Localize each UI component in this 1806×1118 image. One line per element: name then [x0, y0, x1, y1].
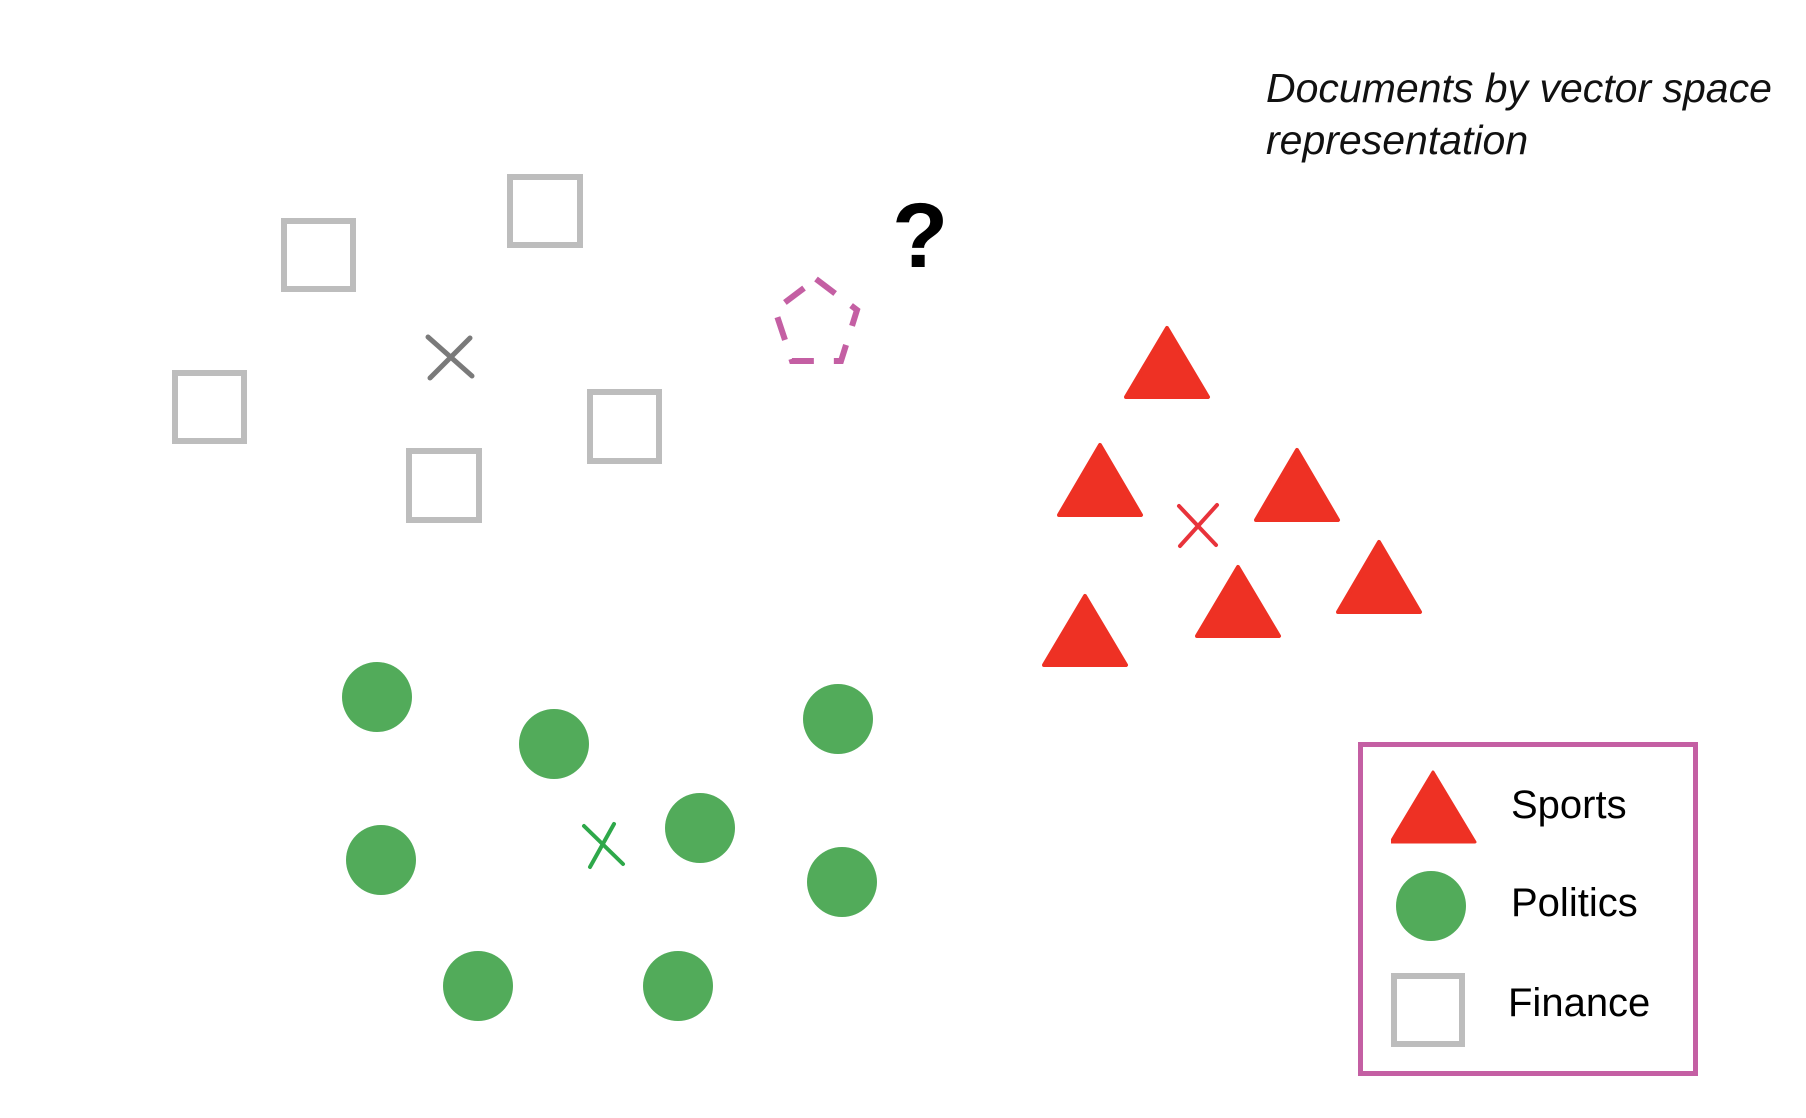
triangle-icon: [1391, 767, 1491, 847]
circle-icon: [1391, 871, 1491, 951]
politics-document: [665, 793, 735, 863]
politics-document: [443, 951, 513, 1021]
politics-document: [807, 847, 877, 917]
sports-document: [1044, 596, 1126, 665]
unknown-document-pentagon: [775, 279, 857, 361]
legend-item-sports: Sports: [1363, 767, 1693, 847]
legend-item-politics: Politics: [1363, 871, 1693, 951]
politics-document: [803, 684, 873, 754]
politics-document: [519, 709, 589, 779]
diagram-caption: Documents by vector space representation: [1266, 62, 1772, 166]
sports-document: [1126, 328, 1208, 397]
politics-cluster: [342, 662, 877, 1021]
politics-document: [342, 662, 412, 732]
legend: Sports Politics Finance: [1358, 742, 1698, 1076]
sports-cluster: [1044, 328, 1420, 665]
finance-document: [590, 392, 659, 461]
politics-document: [643, 951, 713, 1021]
finance-centroid: [428, 337, 472, 378]
finance-document: [409, 451, 479, 520]
legend-label-sports: Sports: [1511, 783, 1627, 828]
legend-item-finance: Finance: [1363, 973, 1693, 1053]
unknown-document-question-mark: ?: [892, 190, 948, 282]
finance-cluster: [175, 177, 659, 520]
finance-document: [284, 221, 353, 289]
square-icon: [1391, 973, 1491, 1053]
caption-line-2: representation: [1266, 114, 1772, 166]
sports-document: [1059, 445, 1141, 515]
legend-label-finance: Finance: [1508, 981, 1650, 1026]
sports-document: [1338, 542, 1420, 612]
sports-document: [1256, 450, 1338, 520]
finance-document: [510, 177, 580, 245]
caption-line-1: Documents by vector space: [1266, 62, 1772, 114]
legend-label-politics: Politics: [1511, 881, 1638, 926]
sports-centroid: [1179, 505, 1217, 546]
sports-document: [1197, 567, 1279, 636]
finance-document: [175, 373, 244, 441]
politics-centroid: [584, 824, 623, 867]
politics-document: [346, 825, 416, 895]
